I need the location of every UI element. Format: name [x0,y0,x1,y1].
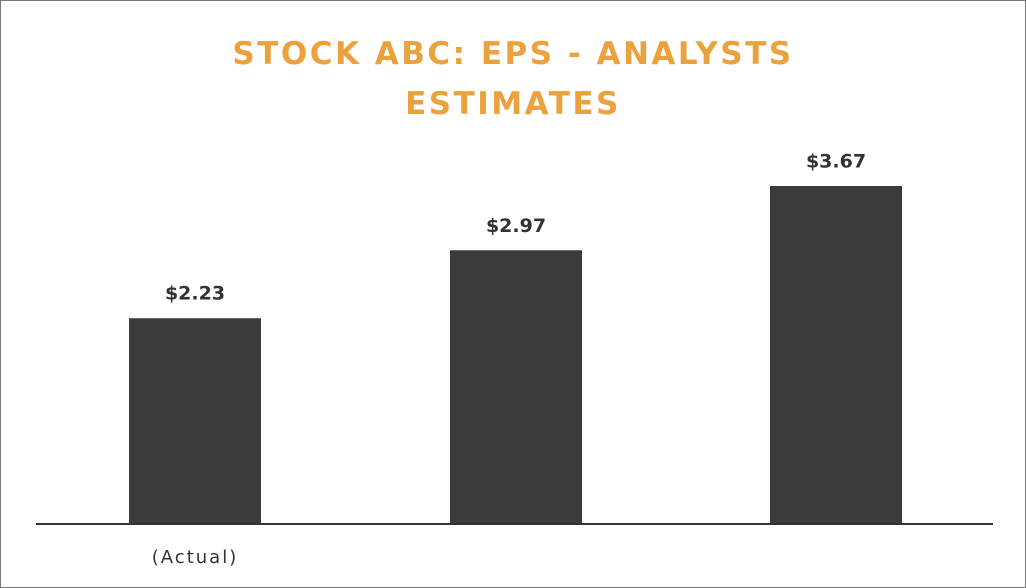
bar [129,318,261,523]
bar [770,186,902,523]
value-label: $3.67 [806,151,866,173]
x-tick-label: (Actual) [152,547,238,568]
bar [450,250,582,523]
value-label: $2.23 [165,283,225,305]
chart-title: STOCK ABC: EPS - ANALYSTS ESTIMATES [232,36,794,122]
value-label: $2.97 [486,215,546,237]
